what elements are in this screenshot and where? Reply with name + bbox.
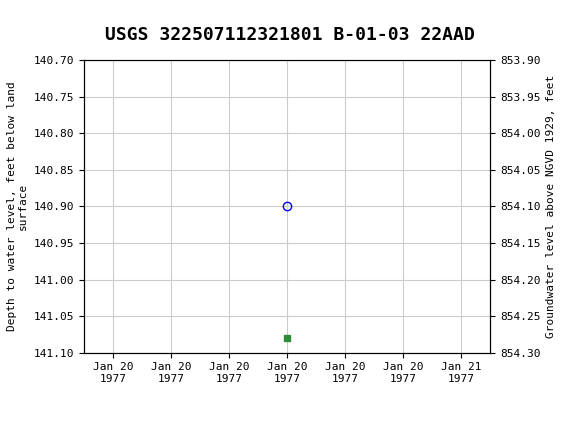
Y-axis label: Depth to water level, feet below land
surface: Depth to water level, feet below land su… (7, 82, 28, 331)
Text: USGS: USGS (49, 10, 96, 29)
Text: USGS 322507112321801 B-01-03 22AAD: USGS 322507112321801 B-01-03 22AAD (105, 26, 475, 44)
Y-axis label: Groundwater level above NGVD 1929, feet: Groundwater level above NGVD 1929, feet (546, 75, 556, 338)
